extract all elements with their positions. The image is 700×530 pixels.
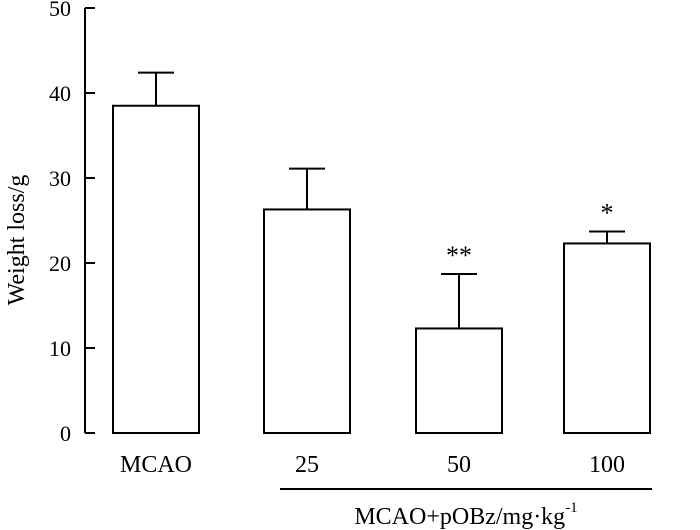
group-bracket: MCAO+pOBz/mg·kg-1 [280,488,652,530]
significance-mark: * [601,199,614,228]
y-tick-label: 30 [49,166,71,191]
error-bars [138,71,625,329]
y-tick-label: 10 [49,336,71,361]
bar-100 [563,242,651,434]
y-axis-label: Weight loss/g [4,175,30,306]
y-tick-label: 50 [49,0,71,21]
group-label: MCAO+pOBz/mg·kg-1 [354,500,577,530]
y-tick-label: 0 [60,421,71,446]
significance-mark: ** [446,241,472,270]
bar-50 [415,327,503,435]
y-tick-label: 40 [49,81,71,106]
y-ticks: 0 10 20 30 40 50 [49,0,95,446]
category-label: 25 [295,452,319,478]
group-label-text: MCAO+pOBz/mg·kg [354,504,565,530]
bar-25 [263,208,351,434]
significance-marks: *** [446,199,614,270]
bar-MCAO [112,104,200,434]
group-label-superscript: -1 [565,500,578,516]
bars [112,104,651,435]
category-label: 100 [589,452,625,478]
y-tick-label: 20 [49,251,71,276]
category-label: MCAO [120,452,192,478]
category-label: 50 [447,452,471,478]
category-labels: MCAO 25 50 100 [120,452,625,478]
